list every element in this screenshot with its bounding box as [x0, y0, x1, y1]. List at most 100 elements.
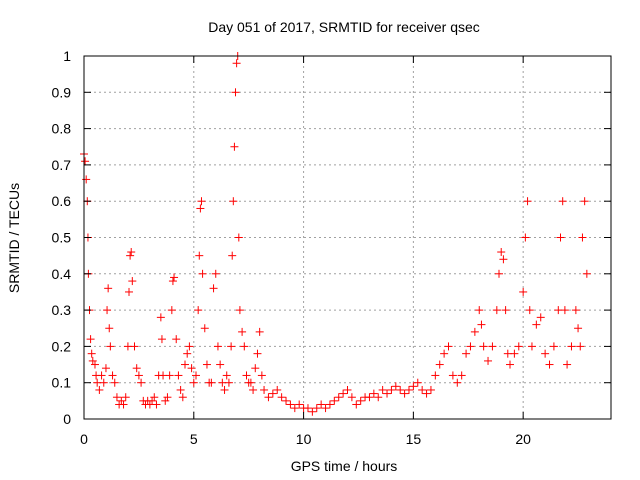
data-point [413, 378, 422, 387]
data-point [571, 306, 580, 315]
data-point [165, 371, 174, 380]
data-point [86, 335, 95, 344]
data-point [82, 175, 91, 184]
data-point [128, 277, 137, 286]
y-tick-label: 1 [63, 48, 71, 64]
data-point [501, 306, 510, 315]
data-point [105, 324, 114, 333]
data-point [273, 385, 282, 394]
data-point [99, 378, 108, 387]
data-point [163, 393, 172, 402]
data-point [195, 251, 204, 260]
chart-title: Day 051 of 2017, SRMTID for receiver qse… [208, 19, 480, 35]
data-point [440, 349, 449, 358]
data-point [356, 396, 365, 405]
data-point [470, 327, 479, 336]
data-point [246, 378, 255, 387]
data-point [198, 269, 207, 278]
data-point [104, 284, 113, 293]
data-point [235, 306, 244, 315]
data-point [475, 306, 484, 315]
data-point [545, 360, 554, 369]
data-point [383, 389, 392, 398]
data-point [211, 269, 220, 278]
data-point [574, 324, 583, 333]
data-point [435, 360, 444, 369]
data-point [400, 389, 409, 398]
data-point [176, 385, 185, 394]
grid-lines [84, 56, 611, 419]
data-point [125, 287, 134, 296]
data-point [234, 233, 243, 242]
data-point [521, 233, 530, 242]
data-point [409, 382, 418, 391]
data-point [282, 396, 291, 405]
data-point [110, 378, 119, 387]
data-point [170, 273, 179, 282]
data-point [178, 393, 187, 402]
data-point [121, 393, 130, 402]
data-point [126, 251, 135, 260]
data-point [499, 255, 508, 264]
data-point [249, 385, 258, 394]
y-tick-label: 0.4 [52, 266, 72, 282]
data-point [576, 342, 585, 351]
data-point [462, 349, 471, 358]
data-point [189, 378, 198, 387]
data-point [222, 371, 231, 380]
data-point [81, 157, 90, 166]
data-point [106, 342, 115, 351]
data-point [216, 360, 225, 369]
data-point [497, 248, 506, 257]
data-point [207, 378, 216, 387]
data-point [97, 371, 106, 380]
y-tick-label: 0.9 [52, 84, 72, 100]
data-point [209, 284, 218, 293]
data-point [130, 342, 139, 351]
data-point [560, 306, 569, 315]
data-point [227, 342, 236, 351]
x-axis-label: GPS time / hours [291, 458, 398, 474]
data-point [580, 197, 589, 206]
data-point [88, 356, 97, 365]
data-point [148, 396, 157, 405]
data-point [134, 371, 143, 380]
data-point [466, 342, 475, 351]
data-point [422, 389, 431, 398]
data-point [185, 342, 194, 351]
data-point [523, 197, 532, 206]
x-tick-label: 5 [190, 431, 198, 447]
data-point [365, 393, 374, 402]
y-tick-label: 0.8 [52, 121, 72, 137]
data-point [229, 197, 238, 206]
data-point [495, 269, 504, 278]
axis-ticks [83, 55, 611, 420]
data-point [488, 342, 497, 351]
y-tick-label: 0.5 [52, 230, 72, 246]
data-point [578, 233, 587, 242]
data-point [431, 371, 440, 380]
data-point [290, 404, 299, 413]
data-point [196, 204, 205, 213]
data-point [492, 306, 501, 315]
data-point [514, 342, 523, 351]
data-point [253, 349, 262, 358]
data-point [260, 385, 269, 394]
data-point [479, 342, 488, 351]
data-point [277, 393, 286, 402]
data-point [231, 88, 240, 97]
data-point [268, 389, 277, 398]
data-point [167, 306, 176, 315]
data-point [457, 371, 466, 380]
data-point [334, 393, 343, 402]
data-point [343, 385, 352, 394]
data-point [161, 396, 170, 405]
data-point [295, 400, 304, 409]
data-point [150, 393, 159, 402]
data-point [137, 378, 146, 387]
plot-frame [83, 55, 612, 420]
data-point [556, 233, 565, 242]
data-point [119, 400, 128, 409]
data-point [220, 385, 229, 394]
